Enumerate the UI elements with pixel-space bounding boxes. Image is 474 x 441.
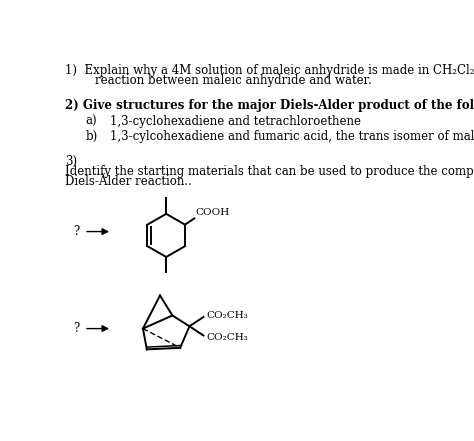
Text: 3): 3) [65, 154, 78, 168]
Text: COOH: COOH [196, 208, 230, 217]
Text: 1,3-cyclohexadiene and tetrachloroethene: 1,3-cyclohexadiene and tetrachloroethene [109, 115, 361, 127]
Text: Diels-Älder reaction..: Diels-Älder reaction.. [65, 176, 192, 188]
Text: a): a) [86, 115, 97, 127]
Text: CO₂CH₃: CO₂CH₃ [207, 311, 248, 320]
Text: ?: ? [73, 225, 80, 238]
Text: ?: ? [73, 322, 80, 335]
Text: reaction between maleic anhydride and water.: reaction between maleic anhydride and wa… [65, 74, 372, 87]
Text: Identify the starting materials that can be used to produce the compounds shown : Identify the starting materials that can… [65, 165, 474, 178]
Text: 2) Give structures for the major Diels-Alder product of the following reactions:: 2) Give structures for the major Diels-A… [65, 99, 474, 112]
Text: 1,3-cylcohexadiene and fumaric acid, the trans isomer of maleic acid: 1,3-cylcohexadiene and fumaric acid, the… [109, 130, 474, 143]
Text: 1)  Explain why a 4M solution of maleic anhydride is made in CH₂Cl₂ and not in w: 1) Explain why a 4M solution of maleic a… [65, 64, 474, 77]
Text: b): b) [86, 130, 98, 143]
Text: CO₂CH₃: CO₂CH₃ [207, 333, 248, 341]
